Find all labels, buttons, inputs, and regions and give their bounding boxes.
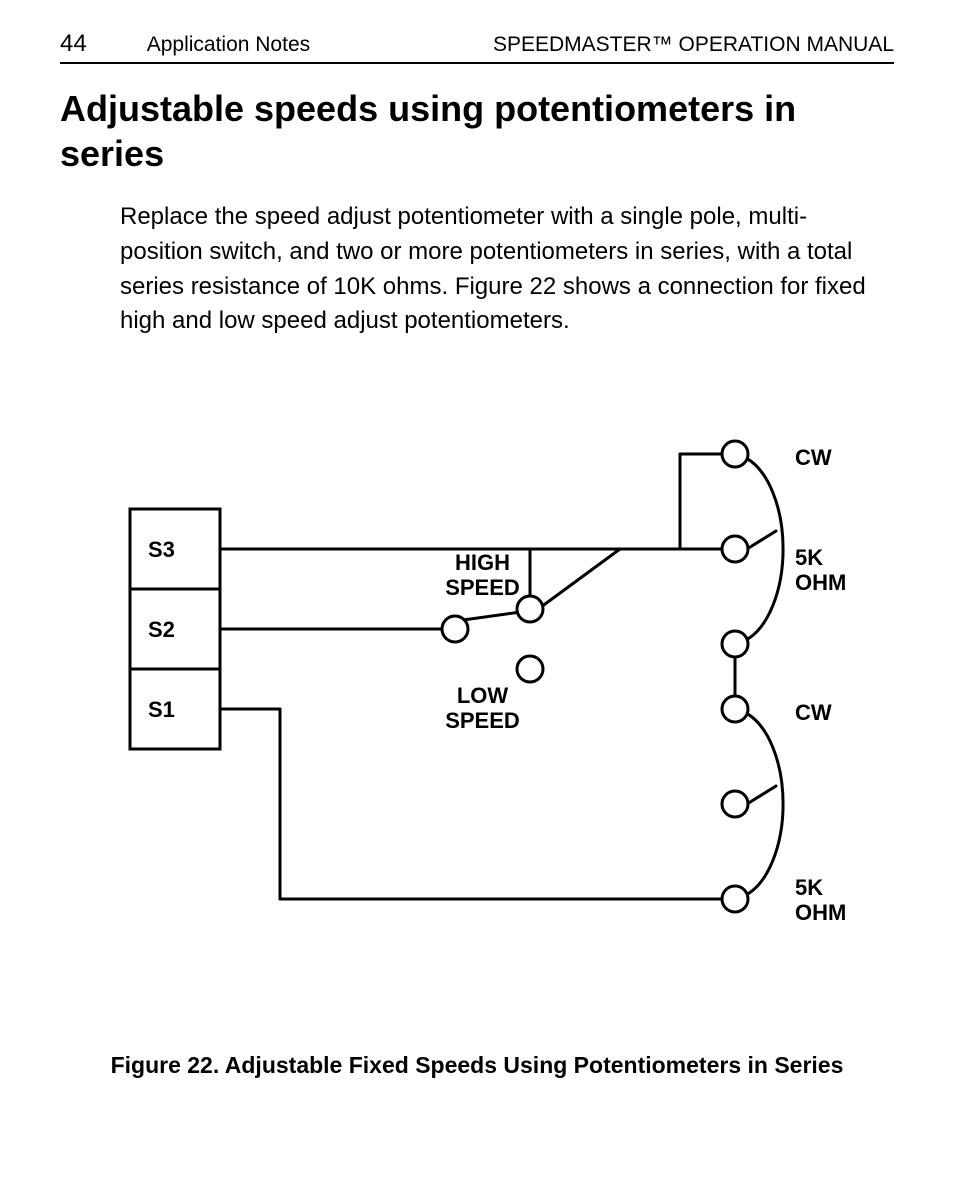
svg-text:CW: CW xyxy=(795,700,832,725)
page: 44 Application Notes SPEEDMASTER™ OPERAT… xyxy=(0,0,954,1179)
page-number: 44 xyxy=(60,30,87,58)
svg-text:SPEED: SPEED xyxy=(445,708,520,733)
figure-diagram: S3S2S1HIGHSPEEDLOWSPEEDCW5KOHMCW5KOHM xyxy=(60,409,894,969)
svg-text:OHM: OHM xyxy=(795,570,846,595)
svg-text:CW: CW xyxy=(795,445,832,470)
svg-text:OHM: OHM xyxy=(795,900,846,925)
header-section: Application Notes xyxy=(137,33,310,57)
svg-text:5K: 5K xyxy=(795,875,823,900)
svg-text:LOW: LOW xyxy=(457,683,509,708)
svg-text:HIGH: HIGH xyxy=(455,550,510,575)
header-manual: SPEEDMASTER™ OPERATION MANUAL xyxy=(493,33,894,57)
page-header: 44 Application Notes SPEEDMASTER™ OPERAT… xyxy=(60,30,894,64)
svg-text:S2: S2 xyxy=(148,617,175,642)
section-title: Adjustable speeds using potentiometers i… xyxy=(60,86,894,176)
svg-text:S3: S3 xyxy=(148,537,175,562)
schematic-svg: S3S2S1HIGHSPEEDLOWSPEEDCW5KOHMCW5KOHM xyxy=(60,409,894,969)
svg-text:S1: S1 xyxy=(148,697,175,722)
svg-text:5K: 5K xyxy=(795,545,823,570)
body-paragraph: Replace the speed adjust potentiometer w… xyxy=(120,200,884,339)
svg-text:SPEED: SPEED xyxy=(445,575,520,600)
figure-caption: Figure 22. Adjustable Fixed Speeds Using… xyxy=(60,1049,894,1081)
